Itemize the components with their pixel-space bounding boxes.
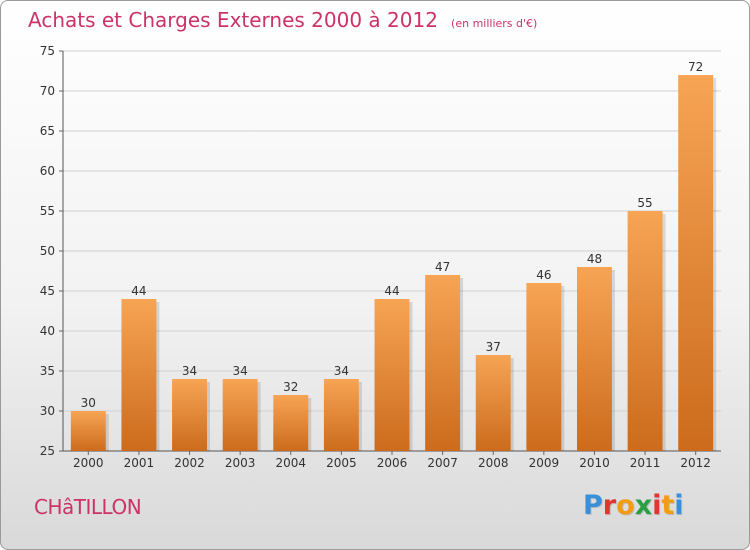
bar-2008 [475, 355, 511, 451]
bar-2011 [627, 211, 663, 451]
logo-letter: x [634, 490, 653, 521]
x-tick-label: 2008 [478, 456, 509, 470]
y-tick-label: 60 [40, 164, 55, 178]
bar-value-label: 30 [81, 396, 96, 410]
bar-value-label: 34 [334, 364, 349, 378]
bar-2006 [374, 299, 410, 451]
x-tick-label: 2011 [630, 456, 661, 470]
bar-2004 [273, 395, 309, 451]
logo-letter: P [583, 490, 603, 521]
y-tick-label: 75 [40, 44, 55, 58]
y-tick-label: 25 [40, 444, 55, 458]
x-tick-label: 2012 [680, 456, 711, 470]
bar-2010 [576, 267, 612, 451]
proxiti-logo: Proxiti [583, 490, 684, 521]
bar-value-label: 32 [283, 380, 298, 394]
bar-2002 [172, 379, 208, 451]
bar-value-label: 34 [233, 364, 248, 378]
x-tick-label: 2003 [225, 456, 256, 470]
y-tick-label: 45 [40, 284, 55, 298]
logo-letter: o [616, 490, 635, 521]
y-tick-label: 65 [40, 124, 55, 138]
bar-value-label: 47 [435, 260, 450, 274]
town-name: CHâTILLON [34, 495, 142, 519]
bar-2001 [121, 299, 157, 451]
x-tick-label: 2009 [529, 456, 560, 470]
x-tick-label: 2000 [73, 456, 104, 470]
logo-letter: i [652, 490, 662, 521]
logo-letter: t [661, 490, 675, 521]
bar-value-label: 46 [536, 268, 551, 282]
bar-2003 [222, 379, 258, 451]
y-tick-label: 35 [40, 364, 55, 378]
bar-2009 [526, 283, 562, 451]
bar-2005 [323, 379, 359, 451]
x-tick-label: 2007 [427, 456, 458, 470]
bar-value-label: 72 [688, 60, 703, 74]
y-tick-label: 50 [40, 244, 55, 258]
bar-2012 [678, 75, 714, 451]
y-tick-label: 70 [40, 84, 55, 98]
y-tick-label: 30 [40, 404, 55, 418]
x-tick-label: 2010 [579, 456, 610, 470]
y-tick-label: 40 [40, 324, 55, 338]
title-row: Achats et Charges Externes 2000 à 2012 (… [28, 8, 537, 32]
x-tick-label: 2004 [275, 456, 306, 470]
bar-value-label: 55 [637, 196, 652, 210]
x-tick-label: 2001 [124, 456, 155, 470]
bar-value-label: 37 [486, 340, 501, 354]
x-tick-label: 2005 [326, 456, 357, 470]
logo-letter: r [602, 490, 617, 521]
chart-subtitle: (en milliers d'€) [451, 17, 538, 30]
bar-value-label: 44 [131, 284, 146, 298]
label-layer: 30 2000 44 2001 34 2002 34 2003 32 2004 34 2005 44 20… [73, 60, 711, 470]
bar-layer [70, 75, 717, 451]
bar-2000 [70, 411, 106, 451]
bar-2007 [425, 275, 461, 451]
bar-value-label: 34 [182, 364, 197, 378]
x-tick-label: 2002 [174, 456, 205, 470]
bar-value-label: 44 [384, 284, 399, 298]
bar-value-label: 48 [587, 252, 602, 266]
x-tick-label: 2006 [377, 456, 408, 470]
chart-title: Achats et Charges Externes 2000 à 2012 [28, 8, 438, 32]
logo-letter: i [674, 490, 684, 521]
y-tick-label: 55 [40, 204, 55, 218]
